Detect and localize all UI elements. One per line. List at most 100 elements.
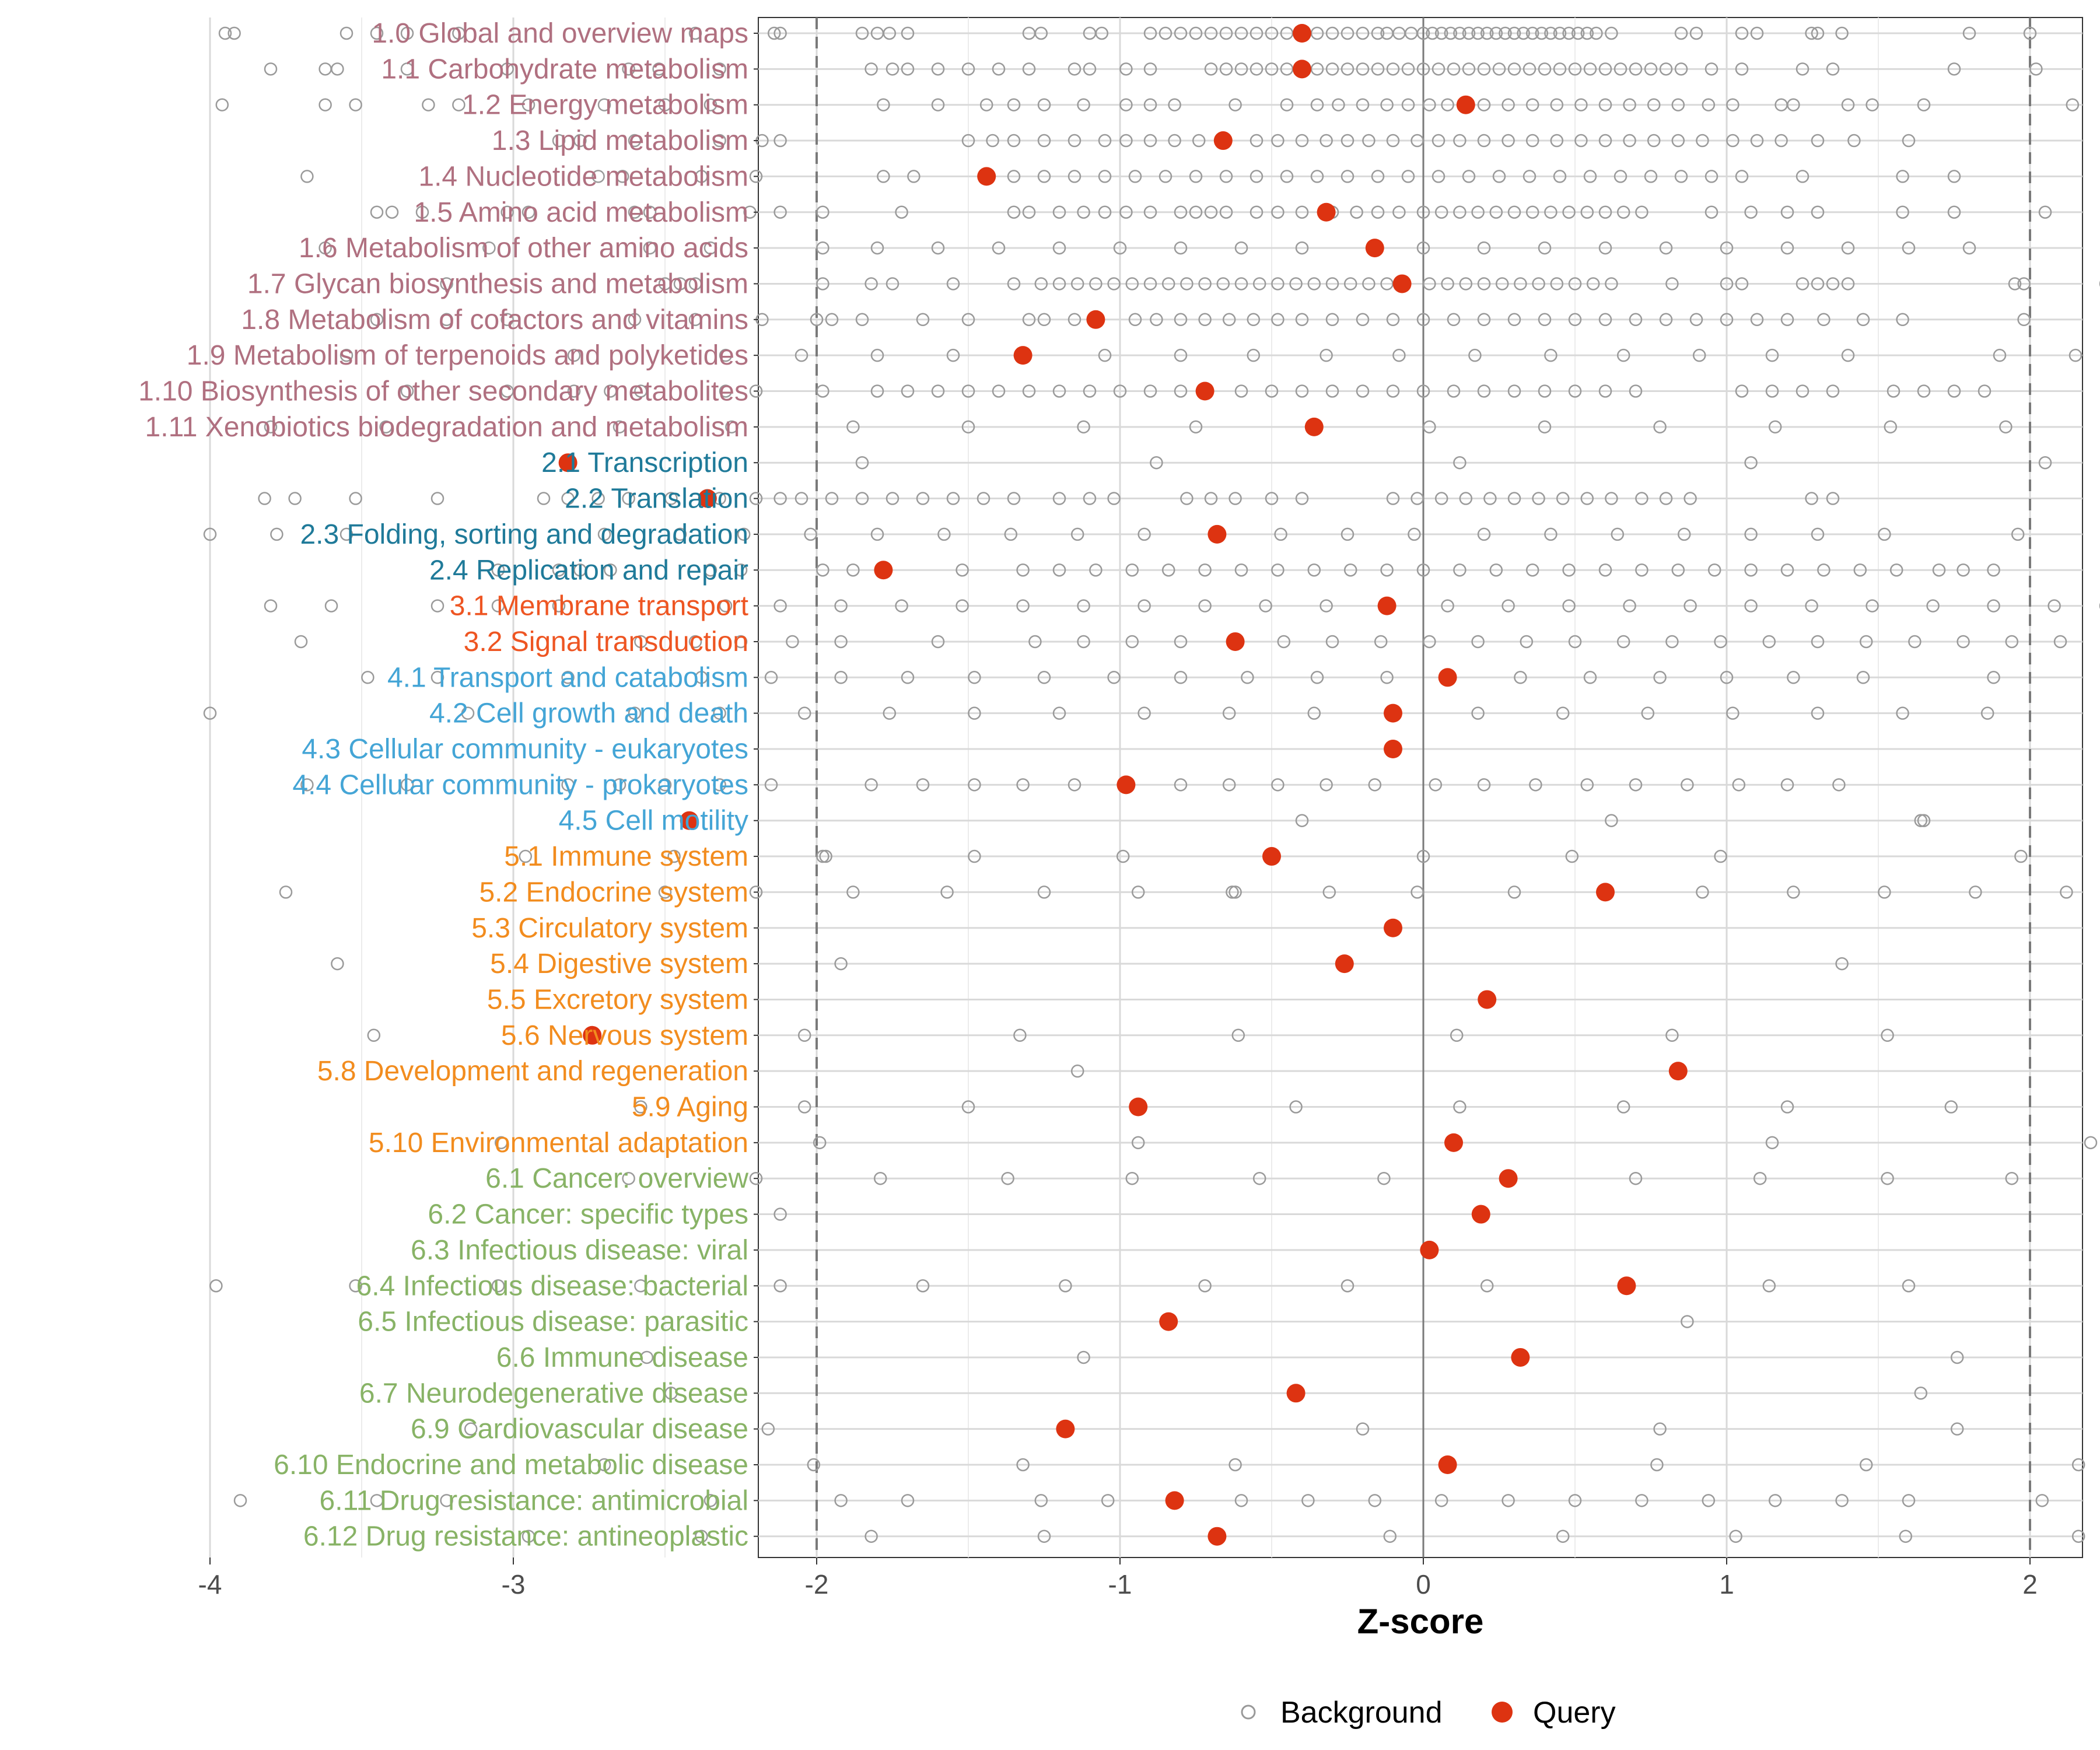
background-point [1477, 384, 1491, 398]
query-point [1129, 1097, 1148, 1116]
background-point [956, 599, 969, 612]
background-point [1386, 384, 1400, 398]
background-point [704, 241, 718, 255]
background-point [1729, 1530, 1742, 1543]
background-point [1098, 134, 1112, 148]
background-point [1234, 62, 1248, 76]
background-point [937, 527, 951, 541]
background-point [1704, 205, 1718, 219]
background-point [1598, 564, 1612, 577]
background-point [1289, 277, 1303, 290]
background-point [1371, 205, 1385, 219]
background-point [567, 384, 581, 398]
background-point [634, 384, 648, 398]
background-point [846, 886, 860, 899]
background-point [1859, 1458, 1873, 1472]
background-point [916, 313, 930, 327]
background-point [749, 886, 763, 899]
background-point [1635, 492, 1648, 505]
background-point [1744, 205, 1758, 219]
background-point [673, 527, 687, 541]
background-point [704, 564, 718, 577]
background-point [1696, 886, 1709, 899]
background-point [1477, 62, 1491, 76]
background-point [264, 420, 278, 434]
background-point [1325, 277, 1339, 290]
background-point [1125, 635, 1139, 649]
background-point [501, 62, 514, 76]
background-point [1083, 384, 1097, 398]
background-point [1598, 241, 1612, 255]
background-point [1138, 527, 1151, 541]
background-point [1817, 313, 1831, 327]
background-point [1307, 564, 1321, 577]
background-point [713, 134, 726, 148]
background-point [400, 384, 414, 398]
background-point [1859, 635, 1873, 649]
background-point [573, 134, 587, 148]
background-point [870, 241, 884, 255]
x-axis-title: Z-score [1357, 1602, 1484, 1641]
background-point [1310, 98, 1324, 111]
background-point [1635, 1494, 1648, 1507]
background-point [1917, 98, 1931, 111]
background-point [561, 671, 575, 684]
background-point [1568, 62, 1582, 76]
background-point [1453, 205, 1466, 219]
background-point [901, 1494, 915, 1507]
background-point [1356, 26, 1370, 40]
background-point [1037, 313, 1051, 327]
background-point [264, 62, 278, 76]
background-point [522, 205, 536, 219]
background-point [810, 313, 824, 327]
background-point [1556, 1530, 1570, 1543]
y-axis-label: 6.5 Infectious disease: parasitic [358, 1307, 748, 1338]
query-point [1293, 60, 1311, 79]
background-point [2038, 456, 2052, 470]
background-point [1659, 62, 1673, 76]
background-point [1007, 492, 1021, 505]
y-axis-label: 6.11 Drug resistance: antimicrobial [320, 1485, 748, 1516]
background-point [1914, 1387, 1928, 1400]
background-point [834, 1494, 848, 1507]
background-point [695, 170, 708, 183]
background-point [1016, 1458, 1030, 1472]
background-point [1138, 599, 1151, 612]
background-point [1068, 134, 1082, 148]
background-point [816, 205, 830, 219]
legend-background-marker [1241, 1704, 1256, 1720]
x-tick-label: -1 [1108, 1569, 1132, 1600]
background-point [1070, 277, 1084, 290]
background-point [597, 527, 611, 541]
background-point [1598, 384, 1612, 398]
background-point [1234, 277, 1248, 290]
background-point [1969, 886, 1982, 899]
background-point [1371, 26, 1385, 40]
background-point [1307, 277, 1321, 290]
background-point [1037, 1530, 1051, 1543]
y-axis-label: 3.1 Membrane transport [450, 591, 748, 622]
background-point [1332, 98, 1345, 111]
background-point [1143, 26, 1157, 40]
y-axis-label: 1.0 Global and overview maps [372, 18, 748, 49]
background-point [1340, 26, 1354, 40]
background-point [1538, 420, 1552, 434]
background-point [1987, 671, 2000, 684]
background-point [1371, 62, 1385, 76]
background-point [1483, 492, 1497, 505]
background-point [1174, 26, 1188, 40]
background-point [1774, 134, 1788, 148]
background-point [901, 62, 915, 76]
query-point [1444, 1133, 1463, 1152]
background-point [725, 420, 738, 434]
background-point [491, 599, 505, 612]
query-point [1165, 1491, 1184, 1510]
background-point [1847, 134, 1861, 148]
background-point [1629, 62, 1643, 76]
background-point [628, 134, 642, 148]
background-point [979, 98, 993, 111]
background-point [834, 957, 848, 971]
background-point [1696, 134, 1709, 148]
background-point [794, 492, 808, 505]
background-point [270, 527, 284, 541]
